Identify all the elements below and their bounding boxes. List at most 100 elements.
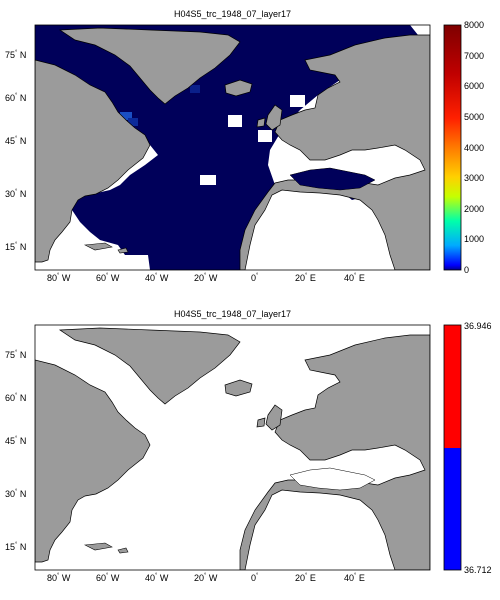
x-tick-label-dir: E [307,573,316,583]
degree-symbol: ° [204,573,207,579]
y-tick-label-dir: N [17,93,27,103]
colorbar-tick-label: 8000 [464,20,485,30]
x-tick-label: 60° W [96,573,119,583]
degree-symbol: ° [256,573,259,579]
x-tick-label-value: 60 [96,273,107,283]
x-tick-label: 40° E [344,573,365,583]
y-tick-label: 30° N [5,489,26,499]
x-tick-label-dir: E [307,273,316,283]
x-tick-label: 20° W [194,273,217,283]
degree-symbol: ° [354,573,357,579]
degree-symbol: ° [15,50,18,56]
degree-symbol: ° [15,350,18,356]
map2-plot-area [35,325,430,570]
map1-highlight-cell [120,112,132,120]
degree-symbol: ° [354,273,357,279]
degree-symbol: ° [15,393,18,399]
y-tick-label-value: 15 [5,542,16,552]
x-tick-label-value: 60 [96,573,107,583]
x-tick-label-value: 20 [295,573,306,583]
degree-symbol: ° [106,573,109,579]
map1-title: H04S5_trc_1948_07_layer17 [173,9,292,19]
y-tick-label-dir: N [17,136,27,146]
x-tick-label-dir: W [157,573,169,583]
degree-symbol: ° [305,273,308,279]
x-tick-label-dir: W [157,273,169,283]
y-tick-label-dir: N [17,542,27,552]
x-tick-label-dir: E [356,273,365,283]
x-tick-label: 0° [251,573,258,583]
map1-land-greenland [58,27,241,105]
x-tick-label-value: 80 [47,573,58,583]
y-tick-label-value: 75 [5,50,16,60]
degree-symbol: ° [204,273,207,279]
y-tick-label-dir: N [17,436,27,446]
colorbar-tick-label: 4000 [464,142,485,153]
degree-symbol: ° [256,273,259,279]
y-tick-label-value: 60 [5,393,16,403]
y-tick-label: 45° N [5,436,26,446]
x-tick-label: 40° W [145,273,168,283]
degree-symbol: ° [15,542,18,548]
degree-symbol: ° [15,136,18,142]
colorbar-tick-label: 3000 [464,173,485,184]
x-tick-label-value: 0 [251,573,257,583]
colorbar-tick-label: 1000 [464,234,485,245]
y-tick-label: 15° N [5,242,26,252]
colorbar-tick-label: 5000 [464,111,485,122]
colorbar-tick-label: 2000 [464,203,485,214]
x-tick-label: 80° W [47,573,70,583]
x-tick-label-value: 20 [194,273,205,283]
y-tick-label-dir: N [17,50,27,60]
x-tick-label-value: 0 [251,273,257,283]
map2-colorbar [443,324,462,571]
colorbar-tick-label: 7000 [464,50,485,61]
y-tick-label-value: 45 [5,136,16,146]
colorbar-tick-label: 6000 [464,81,485,92]
x-tick-label-dir: E [356,573,365,583]
map2-title: H04S5_trc_1948_07_layer17 [173,309,292,319]
x-tick-label: 20° E [295,273,316,283]
x-tick-label: 20° E [295,573,316,583]
colorbar-tick-label: 0 [464,265,470,275]
x-tick-label-dir: W [108,573,120,583]
y-tick-label-value: 30 [5,189,16,199]
x-tick-label: 80° W [47,273,70,283]
y-tick-label-value: 15 [5,242,16,252]
x-tick-label: 0° [251,273,258,283]
y-tick-label: 75° N [5,350,26,360]
degree-symbol: ° [15,489,18,495]
y-tick-label-value: 60 [5,93,16,103]
y-tick-label-value: 45 [5,436,16,446]
map1-colorbar [443,24,462,271]
x-tick-label: 60° W [96,273,119,283]
degree-symbol: ° [305,573,308,579]
y-tick-label: 45° N [5,136,26,146]
y-tick-label: 60° N [5,93,26,103]
x-tick-label-dir: W [59,273,71,283]
x-tick-label-value: 40 [344,273,355,283]
x-tick-label-dir: W [59,573,71,583]
x-tick-label-value: 20 [194,573,205,583]
degree-symbol: ° [15,436,18,442]
degree-symbol: ° [57,273,60,279]
y-tick-label: 30° N [5,189,26,199]
y-tick-label-dir: N [17,242,27,252]
x-tick-label-value: 20 [295,273,306,283]
map2-land-greenland [58,327,241,405]
x-tick-label-dir: W [206,573,218,583]
degree-symbol: ° [155,273,158,279]
y-tick-label-dir: N [17,350,27,360]
degree-symbol: ° [15,242,18,248]
x-tick-label: 40° W [145,573,168,583]
x-tick-label-dir: W [108,273,120,283]
map2-colorbar-top-label: 36.946 [464,321,492,331]
y-tick-label: 75° N [5,50,26,60]
x-tick-label-value: 40 [344,573,355,583]
degree-symbol: ° [106,273,109,279]
x-tick-label: 40° E [344,273,365,283]
degree-symbol: ° [15,93,18,99]
x-tick-label-dir: W [206,273,218,283]
y-tick-label-dir: N [17,393,27,403]
